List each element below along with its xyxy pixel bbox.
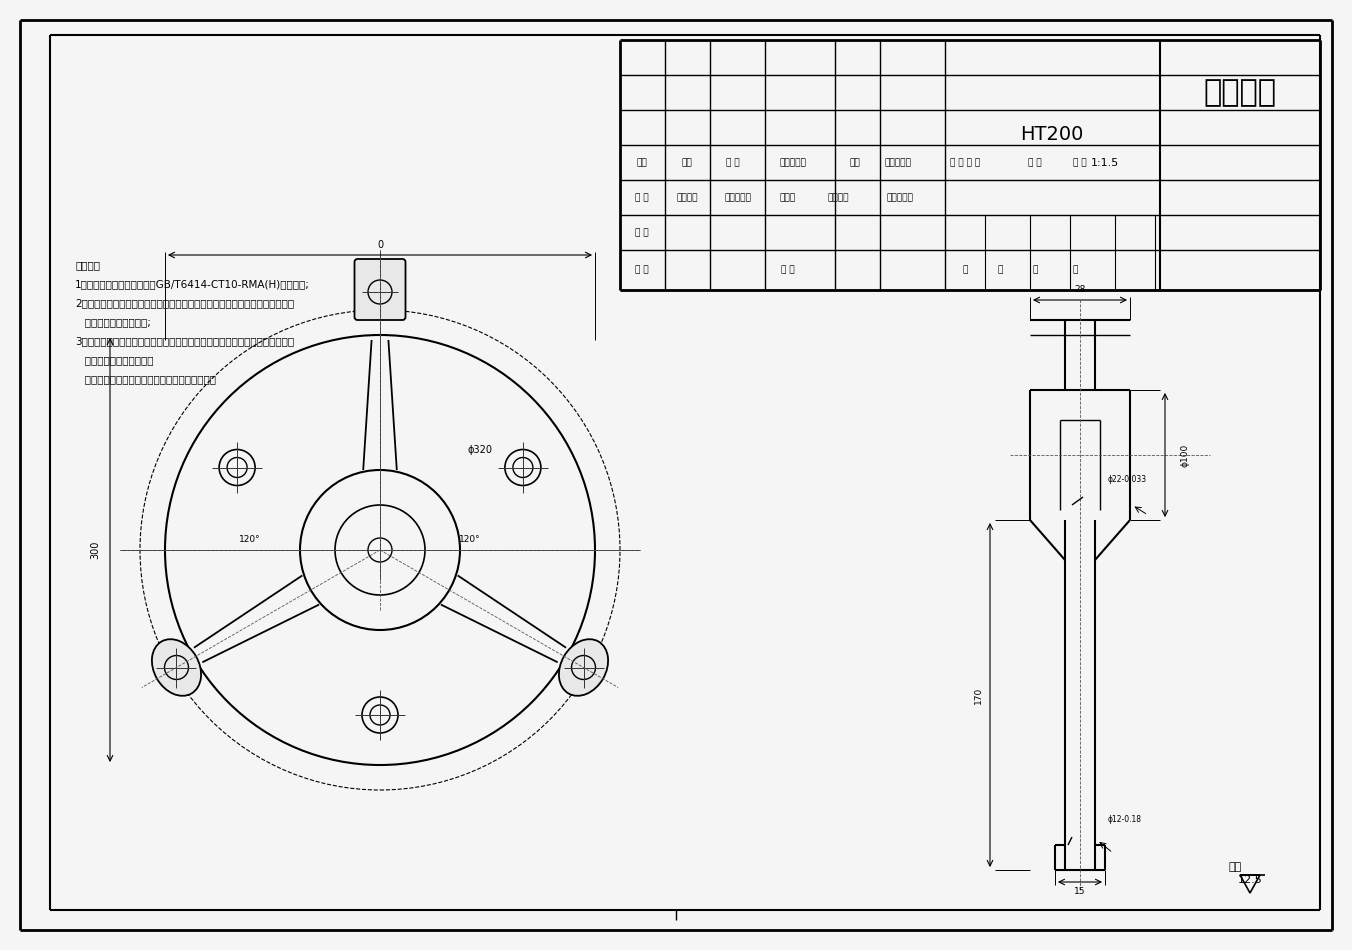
Ellipse shape — [558, 639, 608, 695]
Text: 阶 段 标 记: 阶 段 标 记 — [950, 158, 980, 167]
Text: （年月日）: （年月日） — [887, 193, 914, 202]
Text: 标记: 标记 — [637, 158, 648, 167]
Text: 技术要求: 技术要求 — [74, 260, 100, 270]
Text: 28: 28 — [1075, 286, 1086, 294]
Text: 3、铸件应清理干净，不得有毛刺、飞边，非加工表明上的浇冒口应清理与铸件: 3、铸件应清理干净，不得有毛刺、飞边，非加工表明上的浇冒口应清理与铸件 — [74, 336, 295, 346]
Text: 300: 300 — [91, 541, 100, 560]
Text: 签名: 签名 — [849, 158, 860, 167]
Text: 轮毂支架: 轮毂支架 — [1203, 78, 1276, 107]
Text: 170: 170 — [973, 686, 983, 704]
Text: 年、月、日: 年、月、日 — [884, 158, 911, 167]
Text: 其余: 其余 — [1229, 862, 1241, 872]
Text: 120°: 120° — [239, 536, 261, 544]
Text: 更改文件号: 更改文件号 — [780, 158, 806, 167]
Text: 15: 15 — [1075, 886, 1086, 896]
Text: ϕ320: ϕ320 — [468, 445, 492, 455]
Text: （年月日）: （年月日） — [725, 193, 752, 202]
Text: 重 量: 重 量 — [1028, 158, 1042, 167]
Text: 共: 共 — [963, 265, 968, 275]
Text: ϕ12-0.18: ϕ12-0.18 — [1109, 815, 1142, 825]
Text: 张: 张 — [998, 265, 1003, 275]
Text: 表面齐平；对错型、凸台: 表面齐平；对错型、凸台 — [74, 355, 154, 365]
Text: 页: 页 — [1072, 265, 1078, 275]
Text: 第: 第 — [1033, 265, 1038, 275]
Text: 锉配笔芯刊修正，达到圆滑过渡，保证处则匀量: 锉配笔芯刊修正，达到圆滑过渡，保证处则匀量 — [74, 374, 216, 384]
Text: 1:1.5: 1:1.5 — [1091, 158, 1119, 167]
Text: 批 准: 批 准 — [781, 265, 795, 275]
Text: 0: 0 — [377, 240, 383, 250]
Text: 比 例: 比 例 — [1073, 158, 1087, 167]
Text: 设 计: 设 计 — [635, 193, 649, 202]
Text: 2、铸件表面上不允许有冷隔、裂纹、缩孔和穿透性缺陷及严重的残缺类缺陷（: 2、铸件表面上不允许有冷隔、裂纹、缩孔和穿透性缺陷及严重的残缺类缺陷（ — [74, 298, 295, 308]
Text: 处数: 处数 — [681, 158, 692, 167]
Text: 如欠铸、机械损伤等）;: 如欠铸、机械损伤等）; — [74, 317, 151, 327]
Text: （签名）: （签名） — [827, 193, 849, 202]
Text: ϕ22-0.033: ϕ22-0.033 — [1109, 476, 1146, 484]
Text: 120°: 120° — [460, 536, 481, 544]
Text: （签名）: （签名） — [676, 193, 698, 202]
Text: 1、未注铸件尺寸公差应符合GB/T6414-CT10-RMA(H)级的要求;: 1、未注铸件尺寸公差应符合GB/T6414-CT10-RMA(H)级的要求; — [74, 279, 310, 289]
Text: 工 艺: 工 艺 — [635, 265, 649, 275]
Ellipse shape — [151, 639, 201, 695]
Text: 标准化: 标准化 — [780, 193, 796, 202]
Text: 审 核: 审 核 — [635, 228, 649, 237]
Text: ϕ100: ϕ100 — [1180, 444, 1190, 466]
Text: HT200: HT200 — [1021, 125, 1084, 144]
FancyBboxPatch shape — [354, 259, 406, 320]
Text: 分 区: 分 区 — [726, 158, 740, 167]
Text: 12.5: 12.5 — [1237, 875, 1263, 885]
